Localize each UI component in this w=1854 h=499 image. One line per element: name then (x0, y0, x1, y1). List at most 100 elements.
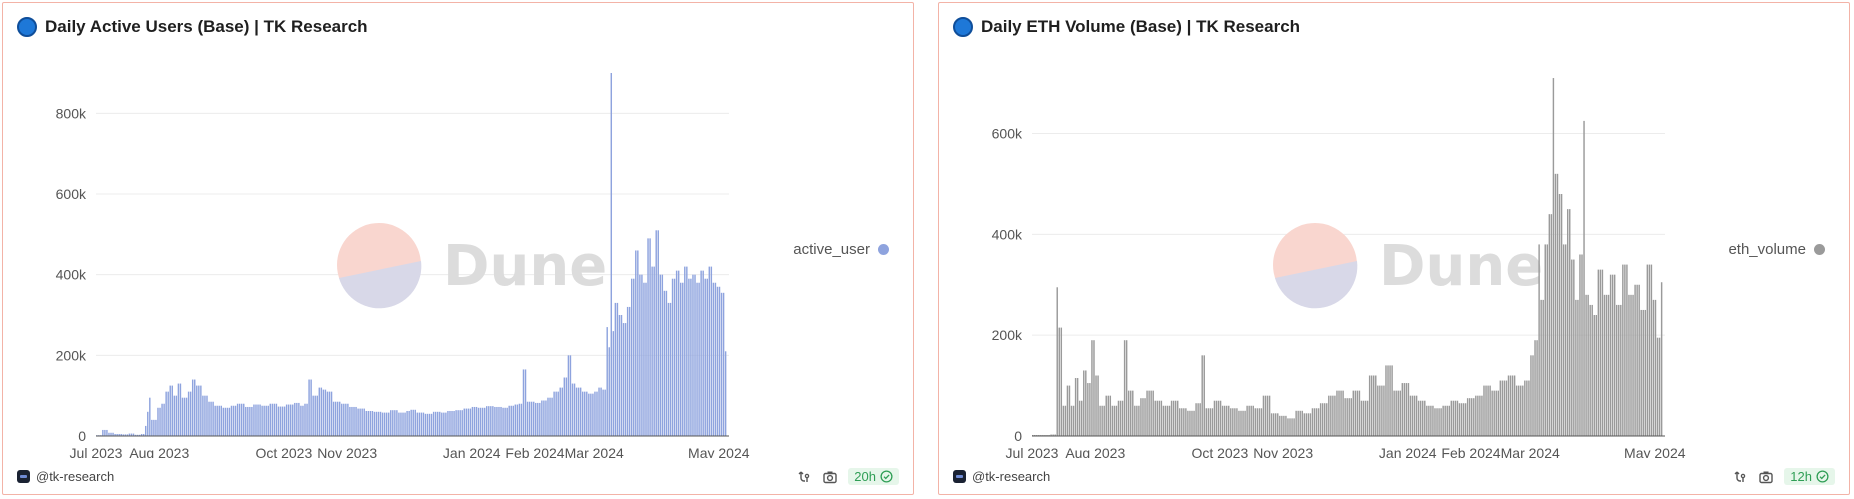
data-bar (432, 411, 435, 436)
data-bar (200, 385, 202, 436)
data-bar (1591, 304, 1593, 436)
author-link[interactable]: @tk-research (36, 469, 115, 484)
data-bar (510, 405, 512, 436)
data-bar (633, 278, 635, 436)
data-bar (322, 389, 325, 436)
data-bar (1360, 400, 1363, 436)
data-bar (1232, 408, 1234, 436)
data-bar (1234, 408, 1236, 436)
data-bar (269, 403, 272, 436)
x-tick-label: Aug 2023 (1065, 445, 1125, 458)
refresh-badge[interactable]: 12h (1784, 468, 1835, 485)
data-bar (259, 404, 261, 436)
data-bar (1473, 398, 1475, 436)
data-bar (267, 405, 269, 436)
x-tick-label: Feb 2024 (1441, 445, 1500, 458)
panel-title[interactable]: Daily ETH Volume (Base) | TK Research (981, 17, 1301, 36)
data-bar (1419, 400, 1422, 436)
data-bar (157, 407, 159, 436)
data-bar (1362, 400, 1365, 436)
author-avatar-icon (17, 470, 30, 483)
data-bar (628, 306, 631, 436)
data-bar (1344, 398, 1346, 436)
data-bar (643, 282, 645, 436)
data-bar (1511, 375, 1514, 436)
chart-legend[interactable]: active_user (793, 241, 889, 258)
data-bar (671, 278, 674, 436)
data-bar (292, 404, 294, 436)
data-bar (635, 250, 637, 436)
data-bar (289, 404, 292, 436)
data-bar (326, 391, 329, 436)
data-bar (240, 403, 243, 436)
x-tick-label: Oct 2023 (1191, 445, 1248, 458)
data-bar (371, 410, 374, 436)
data-bar (1550, 214, 1553, 436)
data-bar (1503, 380, 1506, 436)
data-bar (130, 433, 133, 436)
data-bar (1428, 405, 1430, 436)
data-bar (1491, 390, 1493, 436)
data-bar (402, 412, 404, 436)
data-bar (369, 410, 372, 436)
data-bar (1589, 304, 1591, 436)
data-bar (686, 266, 688, 436)
data-bar (565, 377, 568, 436)
data-bar (1262, 395, 1265, 436)
fork-icon[interactable] (796, 469, 812, 485)
data-bar (673, 278, 676, 436)
data-bar (1424, 400, 1426, 436)
data-bar (196, 385, 198, 436)
data-bar (1174, 400, 1177, 436)
fork-icon[interactable] (1732, 469, 1748, 485)
data-bar (1130, 390, 1132, 436)
data-bar (1391, 365, 1393, 436)
x-tick-label: Feb 2024 (505, 445, 564, 458)
data-bar (596, 391, 598, 436)
chart-legend[interactable]: eth_volume (1728, 241, 1825, 258)
data-bar (1585, 294, 1587, 436)
camera-icon[interactable] (822, 469, 838, 485)
data-bar (549, 397, 551, 436)
data-bar (1076, 378, 1079, 436)
data-bar (667, 302, 670, 436)
data-bar (212, 401, 214, 436)
data-bar (312, 395, 314, 436)
data-bar (1170, 400, 1173, 436)
author-link[interactable]: @tk-research (972, 469, 1051, 484)
data-bar (584, 391, 586, 436)
refresh-age: 20h (854, 469, 876, 484)
data-bar (1377, 385, 1379, 436)
data-bar (528, 401, 531, 436)
data-bar (1305, 413, 1308, 436)
data-bar (1485, 385, 1487, 436)
data-bar (1505, 380, 1508, 436)
data-bar (645, 282, 647, 436)
panel-title[interactable]: Daily Active Users (Base) | TK Research (45, 17, 368, 36)
data-bar (1479, 395, 1481, 436)
data-bar (1489, 385, 1491, 436)
data-bar (167, 391, 169, 436)
data-bar (639, 274, 641, 436)
data-bar (1593, 315, 1595, 436)
data-bar (255, 404, 257, 436)
data-bar (1146, 390, 1148, 436)
data-bar (257, 404, 259, 436)
data-bar (1573, 259, 1575, 436)
data-bar (114, 433, 116, 436)
refresh-badge[interactable]: 20h (848, 468, 899, 485)
camera-icon[interactable] (1758, 469, 1774, 485)
data-bar (1087, 383, 1089, 436)
data-bar (173, 395, 176, 436)
y-tick-label: 200k (992, 327, 1023, 343)
data-bar (1642, 309, 1644, 436)
data-bar (345, 403, 347, 436)
data-bar (318, 387, 321, 436)
data-bar (145, 425, 147, 436)
data-bar (1434, 408, 1436, 436)
data-bar (1342, 390, 1344, 436)
data-bar (187, 391, 190, 436)
data-bar (138, 434, 141, 436)
data-bar (1409, 395, 1412, 436)
data-bar (1078, 400, 1081, 436)
